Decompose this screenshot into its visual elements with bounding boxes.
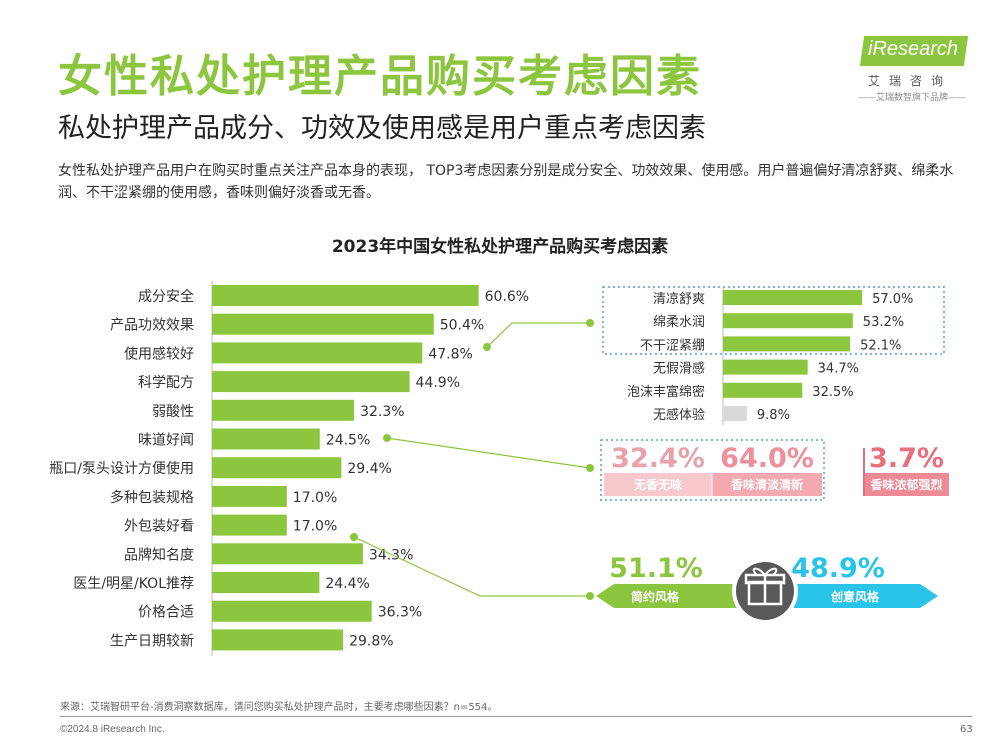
main-bar	[212, 399, 355, 421]
main-value-label: 29.4%	[347, 461, 391, 477]
connector-dot	[350, 533, 358, 541]
connector-line-package	[353, 536, 590, 597]
main-category-label: 成分安全	[138, 288, 194, 305]
main-bar	[212, 285, 479, 306]
page-number: 63	[960, 724, 973, 735]
sub-value-label: 52.1%	[860, 338, 901, 353]
main-bar	[212, 457, 342, 479]
main-value-label: 29.8%	[349, 633, 393, 649]
connector-dot	[586, 464, 594, 472]
main-bar	[212, 371, 410, 393]
logo-cn-name: 艾瑞咨询	[868, 74, 953, 88]
main-bar	[212, 342, 423, 364]
main-category-label: 外包装好看	[124, 519, 194, 535]
main-category-label: 科学配方	[138, 375, 194, 391]
sub-bar	[723, 336, 851, 352]
main-category-label: 产品功效效果	[110, 318, 194, 334]
connector-line-scent	[386, 437, 591, 469]
gift-icon-bow	[752, 567, 778, 576]
main-bar	[212, 485, 287, 507]
main-value-label: 24.5%	[326, 433, 370, 449]
main-value-label: 17.0%	[293, 490, 337, 506]
lead-paragraph: 女性私处护理产品用户在购买时重点关注产品本身的表现， TOP3考虑因素分别是成分…	[58, 163, 954, 201]
sub-category-label: 绵柔水润	[653, 315, 705, 330]
main-value-label: 32.3%	[360, 404, 404, 420]
footer-divider	[60, 716, 972, 717]
pack-bar-simple	[596, 584, 768, 608]
logo-slogan: ——艾瑞数智旗下品牌——	[858, 93, 967, 103]
main-bar	[212, 600, 372, 622]
main-category-label: 医生/明星/KOL推荐	[73, 576, 194, 592]
main-bar	[212, 514, 287, 536]
sub-value-label: 57.0%	[872, 292, 913, 307]
main-category-label: 生产日期较新	[110, 633, 194, 649]
main-category-label: 多种包装规格	[110, 489, 194, 506]
scent-value-label: 64.0%	[720, 443, 814, 474]
sub-bar	[723, 406, 747, 421]
scent-category-label: 无香无味	[633, 477, 682, 492]
main-category-label: 味道好闻	[138, 433, 194, 449]
sub-category-label: 无假滑感	[653, 361, 705, 377]
main-bar	[212, 572, 320, 593]
iresearch-logo: iResearch 艾瑞咨询 ——艾瑞数智旗下品牌——	[858, 36, 972, 103]
pack-bar-creative	[762, 584, 938, 608]
footer-source: 来源：艾瑞智研平台-消费洞察数据库，请问您购买私处护理产品时，主要考虑哪些因素？…	[60, 702, 498, 713]
main-value-label: 60.6%	[485, 289, 529, 305]
main-value-label: 47.8%	[428, 346, 472, 362]
connector-dot	[586, 592, 594, 600]
main-value-label: 44.9%	[416, 375, 460, 391]
scent-highlight-box	[600, 439, 825, 501]
scent-value-label: 3.7%	[869, 443, 944, 474]
pack-category-label: 创意风格	[830, 589, 880, 604]
sub-bar	[723, 290, 863, 305]
pack-category-label: 简约风格	[631, 589, 680, 604]
main-bar	[212, 629, 344, 651]
main-category-label: 价格合适	[138, 605, 194, 621]
main-bar	[212, 428, 320, 450]
scent-category-label: 香味清淡清新	[730, 477, 803, 492]
logo-brand: iResearch	[868, 38, 959, 60]
sub-value-label: 53.2%	[863, 315, 904, 330]
main-category-label: 弱酸性	[152, 404, 194, 420]
pack-value-label: 48.9%	[791, 553, 885, 584]
main-value-label: 50.4%	[440, 318, 484, 334]
sub-value-label: 9.8%	[757, 408, 790, 423]
scent-bar	[712, 473, 822, 496]
scent-category-label: 香味浓郁强烈	[869, 477, 942, 492]
connector-dot	[483, 343, 491, 351]
scent-bar	[604, 473, 712, 496]
main-category-label: 瓶口/泵头设计方便使用	[49, 460, 194, 477]
chart-title: 2023年中国女性私处护理产品购买考虑因素	[331, 237, 669, 257]
connector-dot	[586, 319, 594, 327]
pack-value-label: 51.1%	[609, 553, 703, 584]
main-bar	[212, 313, 434, 335]
sub-category-label: 清凉舒爽	[653, 292, 705, 307]
page-title: 女性私处护理产品购买考虑因素	[58, 51, 702, 102]
connector-line-usage	[486, 322, 590, 348]
sub-bar	[723, 359, 808, 375]
sub-category-label: 不干涩紧绷	[640, 338, 705, 353]
main-category-label: 品牌知名度	[124, 546, 194, 563]
sub-category-label: 泡沫丰富绵密	[627, 384, 705, 400]
main-value-label: 17.0%	[293, 519, 337, 535]
main-category-label: 使用感较好	[124, 345, 194, 362]
top3-highlight-box	[602, 286, 945, 355]
sub-bar	[723, 313, 853, 329]
main-value-label: 24.4%	[325, 576, 369, 592]
sub-category-label: 无感体验	[653, 407, 705, 423]
page-subtitle: 私处护理产品成分、功效及使用感是用户重点考虑因素	[58, 113, 706, 144]
sub-value-label: 32.5%	[812, 385, 853, 400]
footer-copyright: ©2024.8 iResearch Inc.	[60, 724, 165, 735]
sub-value-label: 34.7%	[818, 362, 859, 377]
scent-value-label: 32.4%	[611, 443, 705, 474]
main-value-label: 34.3%	[369, 547, 413, 563]
connector-dot	[383, 434, 391, 442]
scent-bar	[864, 473, 949, 496]
sub-bar	[723, 382, 803, 398]
main-bar	[212, 543, 363, 565]
main-value-label: 36.3%	[378, 605, 422, 621]
